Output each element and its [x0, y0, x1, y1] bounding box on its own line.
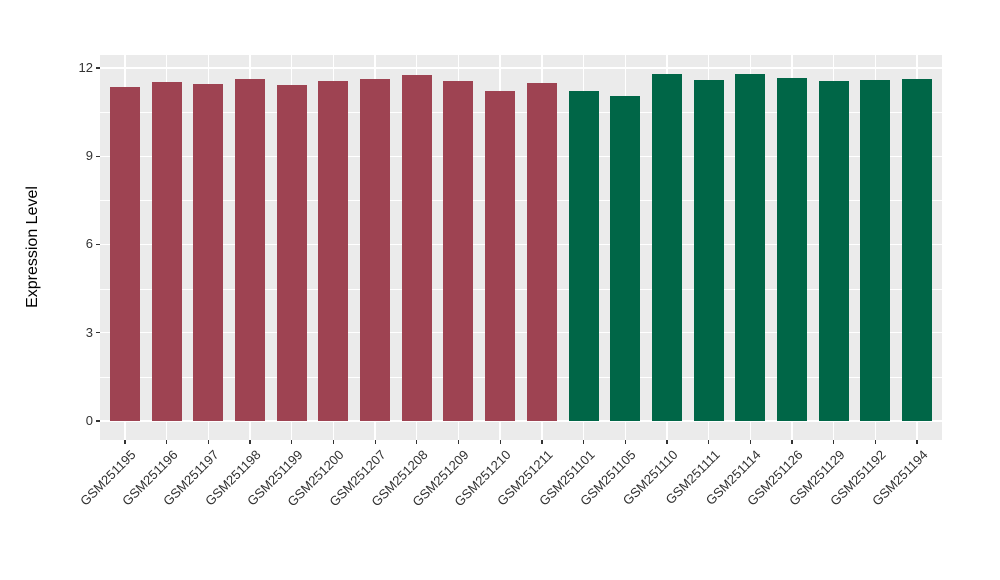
x-tick-mark	[707, 440, 710, 444]
bar-GSM251114	[735, 74, 766, 421]
x-tick-mark	[874, 440, 876, 444]
x-tick-mark	[207, 440, 210, 444]
x-tick-mark	[499, 440, 501, 444]
minor-gridline	[100, 200, 942, 202]
x-tick-mark	[541, 440, 543, 444]
x-tick-mark	[624, 440, 626, 444]
major-gridline	[100, 155, 942, 157]
bar-GSM251207	[360, 78, 391, 421]
bar-GSM251126	[776, 78, 807, 421]
minor-gridline	[100, 112, 942, 113]
y-tick-label: 9	[85, 148, 93, 164]
y-tick-label: 6	[85, 236, 93, 252]
bar-GSM251209	[443, 81, 474, 421]
minor-gridline	[100, 376, 942, 378]
major-gridline	[100, 243, 942, 246]
bar-GSM251195	[110, 86, 140, 421]
major-gridline	[100, 332, 942, 334]
x-tick-mark	[166, 440, 168, 444]
y-tick-mark	[96, 420, 100, 422]
x-tick-mark	[582, 440, 585, 444]
y-tick-mark	[96, 155, 100, 157]
bar-GSM251210	[485, 90, 516, 421]
bar-GSM251111	[693, 80, 724, 421]
bar-GSM251192	[860, 80, 891, 421]
minor-gridline	[100, 288, 942, 290]
x-tick-mark	[833, 440, 835, 444]
bar-GSM251199	[276, 84, 307, 421]
y-tick-label: 0	[85, 413, 93, 428]
bar-GSM251196	[151, 82, 182, 421]
bar-GSM251211	[526, 83, 557, 421]
bar-GSM251129	[818, 80, 849, 421]
x-tick-mark	[374, 440, 376, 444]
bar-GSM251197	[193, 83, 224, 421]
bar-GSM251105	[610, 95, 641, 421]
x-tick-mark	[124, 440, 126, 444]
y-tick-mark	[96, 67, 100, 69]
x-tick-mark	[749, 440, 751, 444]
y-tick-label: 12	[78, 59, 93, 75]
y-tick-mark	[96, 243, 100, 246]
x-tick-mark	[457, 440, 460, 444]
y-tick-mark	[96, 332, 100, 334]
x-tick-mark	[791, 440, 793, 444]
bar-GSM251200	[318, 80, 349, 421]
x-tick-mark	[291, 440, 293, 444]
x-tick-mark	[249, 440, 251, 444]
bar-GSM251194	[901, 78, 932, 421]
x-tick-mark	[332, 440, 335, 444]
bar-GSM251208	[401, 75, 432, 421]
bar-GSM251198	[235, 78, 266, 421]
plot-panel	[100, 55, 942, 440]
major-gridline	[100, 67, 942, 69]
y-tick-label: 3	[85, 324, 93, 340]
bar-GSM251110	[651, 73, 682, 421]
bar-GSM251101	[568, 90, 599, 421]
major-gridline	[100, 420, 942, 422]
x-tick-mark	[916, 440, 918, 444]
x-tick-mark	[416, 440, 418, 444]
x-tick-mark	[666, 440, 668, 444]
